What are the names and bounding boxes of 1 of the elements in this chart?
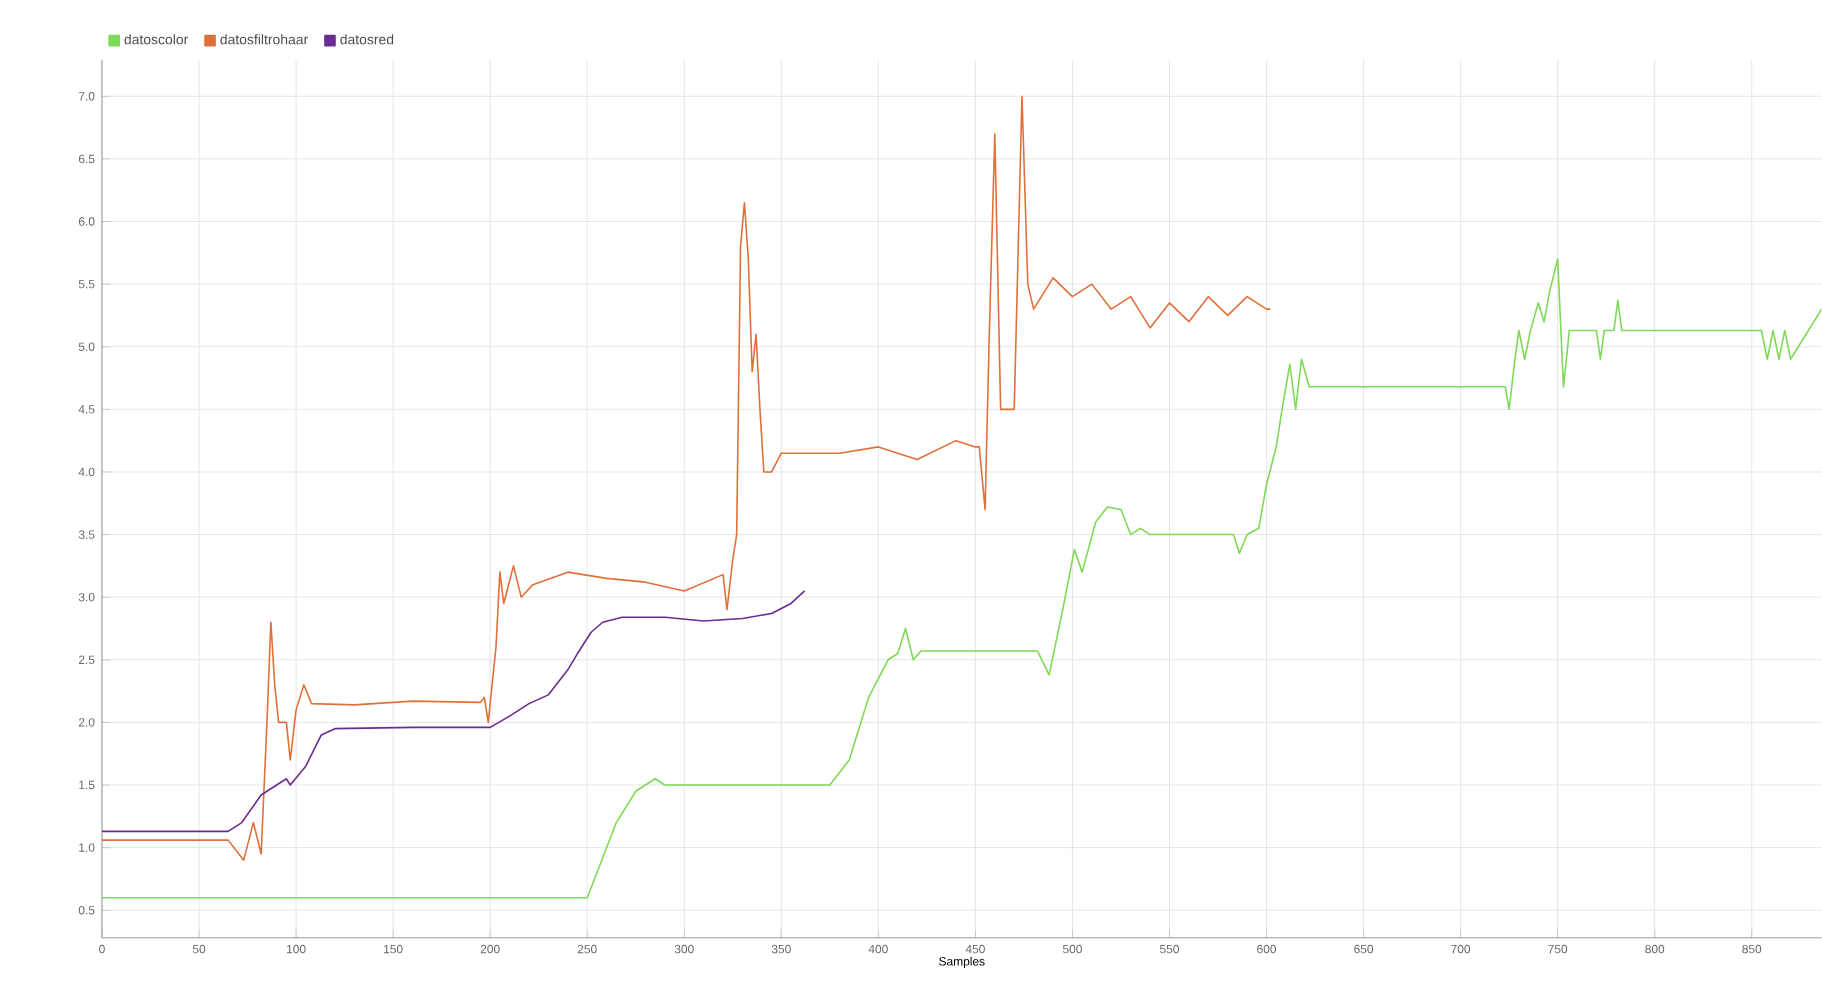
- line-series: [101, 590, 806, 833]
